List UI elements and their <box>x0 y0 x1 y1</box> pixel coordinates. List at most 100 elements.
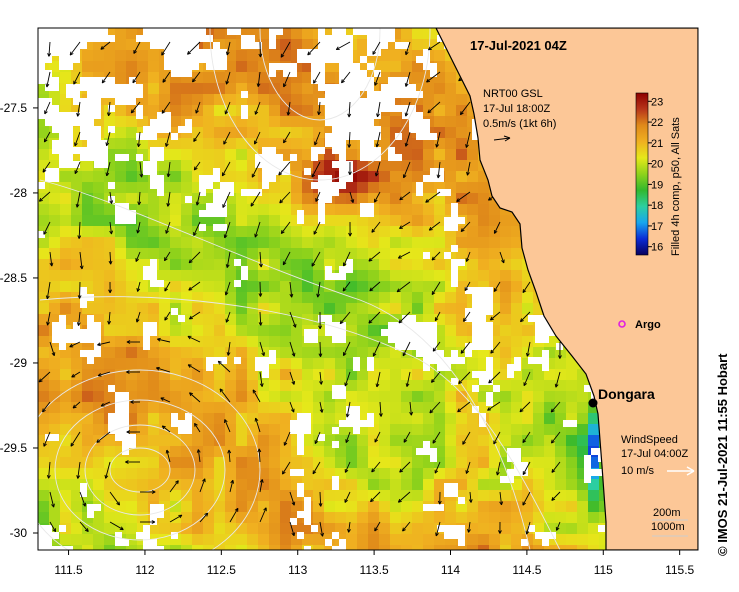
cloud-pixel <box>115 217 122 224</box>
cloud-pixel <box>311 77 318 84</box>
cloud-pixel <box>87 511 94 518</box>
sst-cell <box>500 314 512 326</box>
sst-cell <box>291 490 303 502</box>
sst-cell <box>346 457 358 469</box>
current-arrow <box>409 401 412 416</box>
current-arrowhead <box>97 372 102 377</box>
cloud-pixel <box>290 63 297 70</box>
cloud-pixel <box>38 231 45 238</box>
sst-cell <box>170 358 182 370</box>
cloud-pixel <box>52 105 59 112</box>
current-arrowhead <box>52 528 57 533</box>
sst-cell <box>38 204 50 216</box>
sst-cell <box>412 281 424 293</box>
sst-cell <box>170 127 182 139</box>
cloud-pixel <box>353 427 360 434</box>
sst-cell <box>170 347 182 359</box>
sst-cell <box>60 226 72 238</box>
cloud-pixel <box>185 413 192 420</box>
cloud-pixel <box>332 427 339 434</box>
cloud-pixel <box>87 504 94 511</box>
sst-cell <box>115 369 127 381</box>
sst-cell <box>324 149 336 161</box>
current-arrow <box>280 221 291 234</box>
current-arrow <box>101 71 111 84</box>
sst-cell <box>214 336 226 348</box>
sst-cell <box>324 468 336 480</box>
sst-cell <box>324 479 336 491</box>
cloud-pixel <box>514 462 521 469</box>
sst-cell <box>38 424 50 436</box>
cloud-pixel <box>171 35 178 42</box>
current-arrow <box>74 161 81 174</box>
sst-cell <box>412 83 424 95</box>
sst-cell <box>247 72 259 84</box>
cloud-pixel <box>451 280 458 287</box>
sst-cell <box>500 292 512 304</box>
cloud-pixel <box>129 91 136 98</box>
current-arrowhead <box>76 112 81 117</box>
cloud-pixel <box>157 182 164 189</box>
sst-cell <box>192 490 204 502</box>
current-arrowhead <box>493 440 497 445</box>
sst-cell <box>379 523 391 535</box>
sst-cell <box>346 303 358 315</box>
sst-cell <box>247 259 259 271</box>
sst-cell <box>49 149 61 161</box>
sst-cell <box>203 292 215 304</box>
sst-cell <box>203 314 215 326</box>
cloud-pixel <box>451 273 458 280</box>
sst-cell <box>247 83 259 95</box>
cloud-pixel <box>437 189 444 196</box>
current-arrowhead <box>460 349 465 354</box>
sst-cell <box>467 204 479 216</box>
cloud-pixel <box>332 182 339 189</box>
sst-cell <box>478 446 490 458</box>
sst-cell <box>247 369 259 381</box>
cloud-pixel <box>451 483 458 490</box>
sst-cell <box>445 160 457 172</box>
sst-cell <box>346 424 358 436</box>
sst-cell <box>445 182 457 194</box>
sst-cell <box>522 391 534 403</box>
cloud-pixel <box>241 35 248 42</box>
cloud-pixel <box>143 28 150 35</box>
sst-cell <box>445 171 457 183</box>
cloud-pixel <box>171 42 178 49</box>
current-arrowhead <box>397 498 402 503</box>
cloud-pixel <box>150 154 157 161</box>
current-arrow <box>342 281 351 292</box>
cloud-pixel <box>171 420 178 427</box>
sst-cell <box>434 116 446 128</box>
sst-cell <box>170 94 182 106</box>
sst-cell <box>434 468 446 480</box>
sst-cell <box>511 413 523 425</box>
sst-cell <box>280 28 292 40</box>
sst-cell <box>71 226 83 238</box>
current-arrow <box>69 341 81 348</box>
cloud-pixel <box>38 56 45 63</box>
cloud-pixel <box>318 217 325 224</box>
sst-cell <box>445 512 457 524</box>
sst-cell <box>159 72 171 84</box>
sst-cell <box>489 512 501 524</box>
sst-cell <box>148 424 160 436</box>
cloud-pixel <box>360 140 367 147</box>
current-arrow <box>189 392 201 403</box>
sst-cell <box>346 468 358 480</box>
cloud-pixel <box>45 112 52 119</box>
sst-cell <box>38 391 50 403</box>
sst-cell <box>269 369 281 381</box>
sst-cell <box>313 358 325 370</box>
current-arrow <box>69 41 81 56</box>
cloud-pixel <box>472 343 479 350</box>
sst-cell <box>390 457 402 469</box>
current-arrow <box>192 71 201 83</box>
sst-cell <box>302 270 314 282</box>
sst-cell <box>379 127 391 139</box>
sst-cell <box>566 534 578 546</box>
cloud-pixel <box>332 56 339 63</box>
sst-cell <box>500 468 512 480</box>
cloud-pixel <box>325 119 332 126</box>
cloud-pixel <box>332 385 339 392</box>
